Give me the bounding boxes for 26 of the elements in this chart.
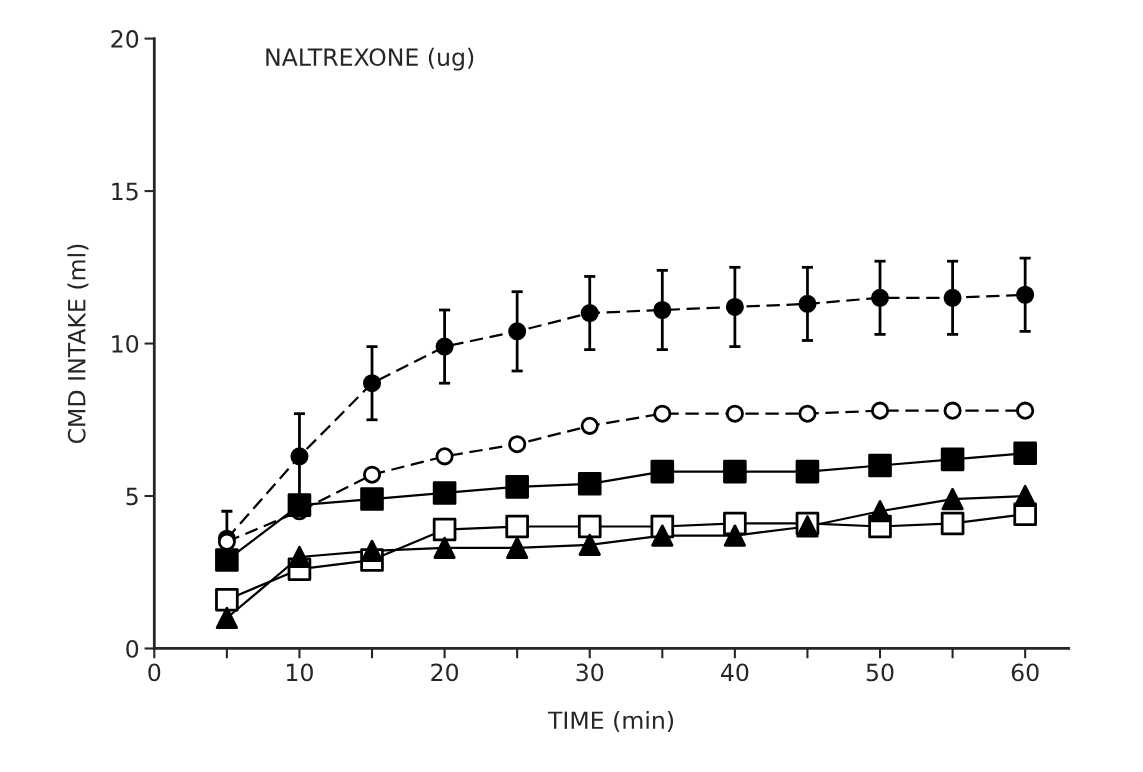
- point: [506, 536, 529, 559]
- x-tick-label: 10: [287, 663, 313, 682]
- x-axis-title: TIME (min): [547, 710, 674, 732]
- x-tick-label: 50: [866, 663, 894, 682]
- y-tick-label: 0: [126, 639, 139, 658]
- point: [651, 524, 674, 547]
- y-tick-label: 10: [112, 334, 139, 353]
- x-tick-label: 20: [431, 663, 459, 682]
- x-tick-label: 0: [148, 663, 161, 682]
- point: [360, 539, 384, 563]
- chart-title: NALTREXONE (ug): [266, 47, 474, 71]
- y-tick-label: 15: [112, 182, 138, 201]
- point: [288, 545, 311, 569]
- y-axis-title: CMD INTAKE (ml): [67, 244, 89, 444]
- x-tick-label: 40: [721, 663, 749, 682]
- point: [941, 487, 964, 511]
- x-tick-label: 60: [1011, 663, 1039, 682]
- point: [215, 606, 238, 630]
- point: [868, 500, 892, 523]
- point: [1014, 484, 1037, 508]
- y-tick-label: 5: [126, 487, 138, 506]
- x-tick-label: 30: [576, 663, 604, 682]
- point: [433, 536, 456, 559]
- y-tick-label: 20: [111, 30, 139, 48]
- point: [723, 524, 746, 547]
- point: [578, 533, 601, 556]
